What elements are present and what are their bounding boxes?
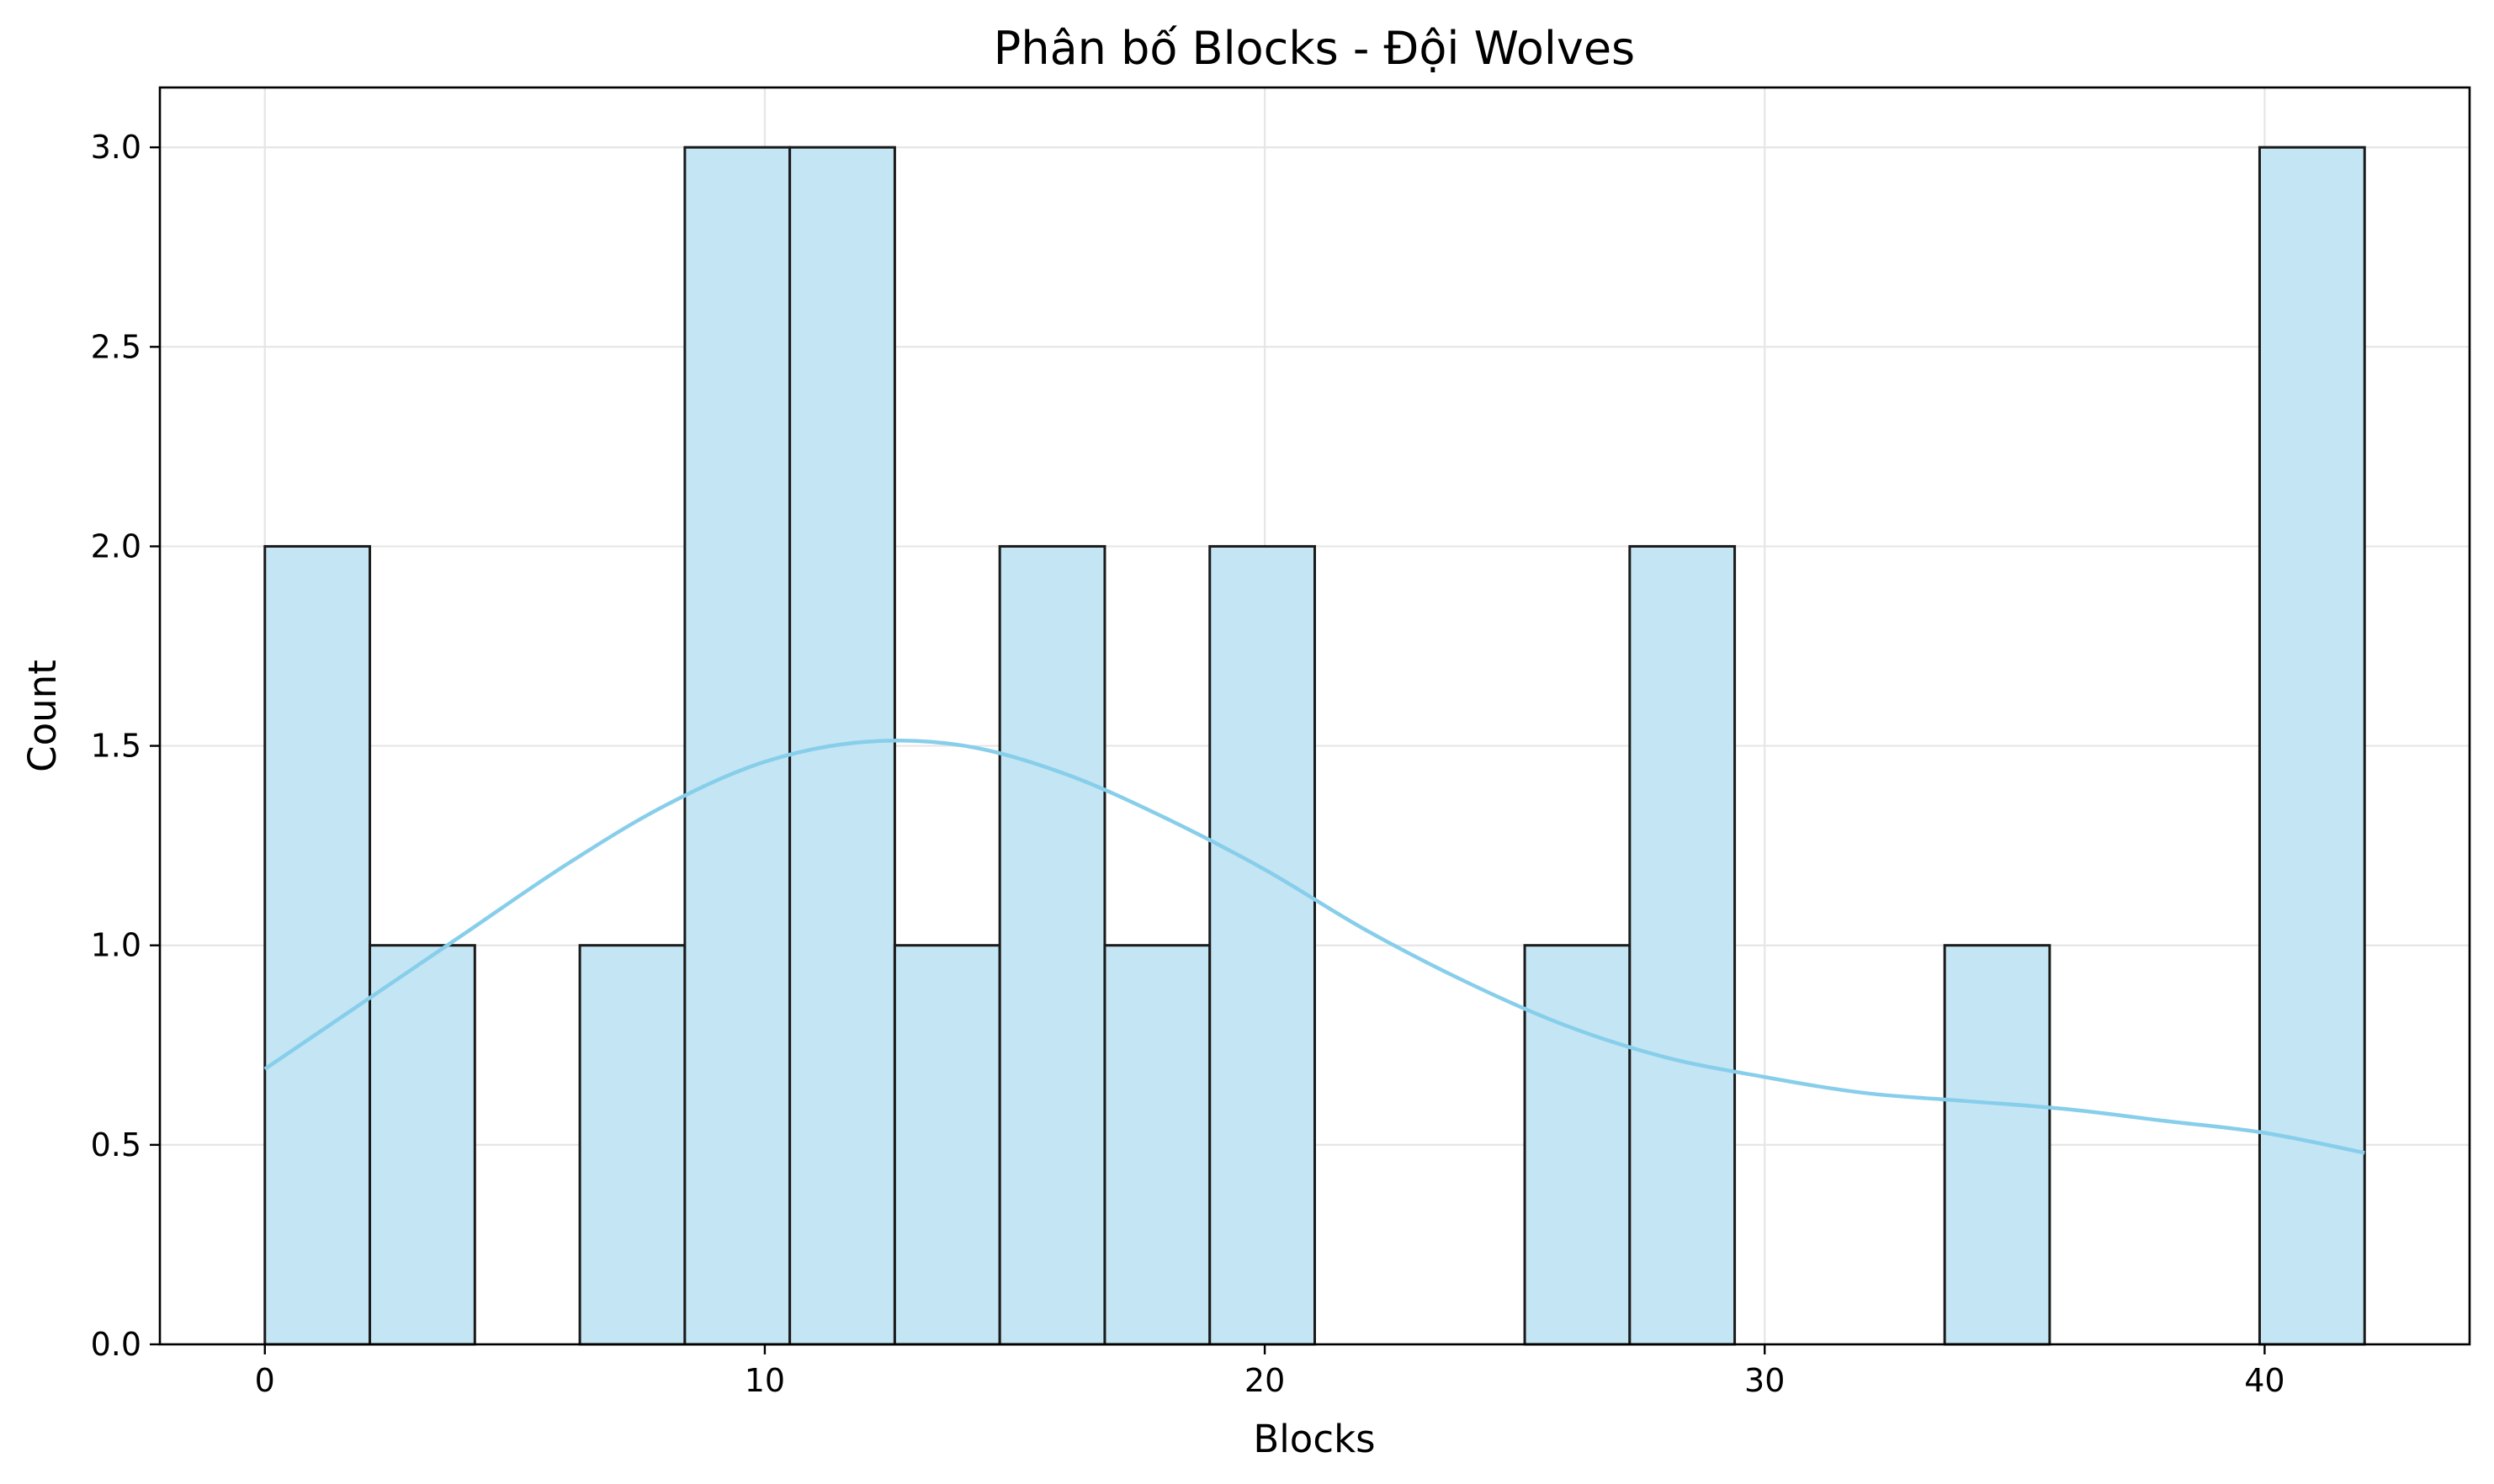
histogram-bar (893, 944, 1001, 1346)
y-tick-label: 3.0 (91, 129, 141, 166)
y-tick-label: 2.0 (91, 527, 141, 564)
histogram-bar (578, 944, 687, 1346)
y-tick-label: 1.0 (91, 927, 141, 964)
histogram-bars (263, 146, 2366, 1346)
x-axis-ticks: 0 10 20 30 40 (255, 1344, 2285, 1399)
x-axis-label: Blocks (1253, 1417, 1375, 1461)
histogram-bar (683, 146, 792, 1346)
x-tick-label: 40 (2244, 1362, 2284, 1399)
y-tick-label: 1.5 (91, 728, 141, 765)
histogram-bar (998, 544, 1106, 1346)
x-tick-label: 10 (745, 1362, 785, 1399)
x-tick-label: 0 (255, 1362, 275, 1399)
histogram-bar (1523, 944, 1632, 1346)
histogram-bar (369, 944, 476, 1346)
y-axis-label: Count (20, 660, 65, 772)
y-tick-label: 2.5 (91, 328, 141, 365)
x-tick-label: 20 (1244, 1362, 1285, 1399)
plot-frame (158, 86, 2471, 1346)
histogram-bar (1103, 944, 1212, 1346)
kde-curve (263, 739, 2365, 1155)
histogram-bar (1943, 944, 2051, 1346)
chart-title: Phân bố Blocks - Đội Wolves (994, 22, 1635, 75)
y-tick-label: 0.5 (91, 1126, 141, 1163)
y-axis-ticks: 0.0 0.5 1.0 1.5 2.0 2.5 3.0 (91, 129, 160, 1363)
histogram-bar (2258, 146, 2366, 1346)
histogram-bar (263, 544, 372, 1346)
histogram-bar (1628, 544, 1737, 1346)
x-tick-label: 30 (1744, 1362, 1785, 1399)
y-tick-label: 0.0 (91, 1326, 141, 1363)
histogram-bar (1208, 544, 1317, 1346)
